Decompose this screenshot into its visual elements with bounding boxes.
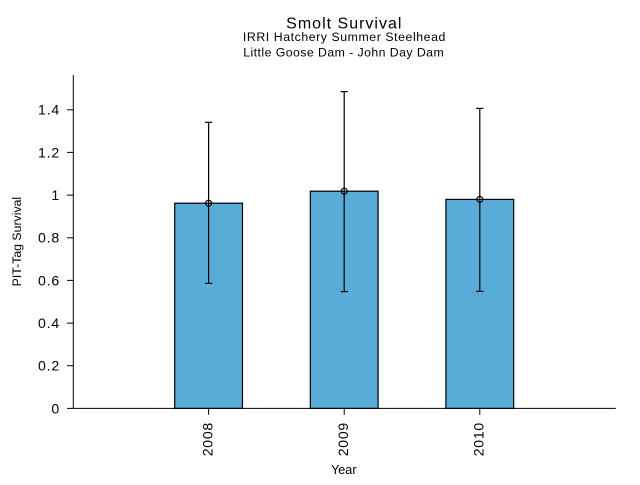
svg-text:PIT-Tag Survival: PIT-Tag Survival [10, 197, 24, 287]
svg-text:0.6: 0.6 [38, 272, 60, 288]
svg-text:1.2: 1.2 [38, 144, 60, 160]
svg-text:0.4: 0.4 [38, 315, 60, 331]
svg-text:0: 0 [51, 400, 60, 416]
svg-text:0.2: 0.2 [38, 358, 60, 374]
svg-text:Little Goose Dam - John Day Da: Little Goose Dam - John Day Dam [243, 45, 444, 59]
svg-text:2010: 2010 [471, 422, 487, 456]
svg-text:2009: 2009 [335, 422, 351, 456]
svg-text:Year: Year [331, 463, 356, 477]
svg-text:1: 1 [51, 187, 60, 203]
svg-text:2008: 2008 [200, 422, 216, 456]
svg-text:Smolt Survival: Smolt Survival [286, 15, 402, 32]
svg-text:IRRI Hatchery Summer Steelhead: IRRI Hatchery Summer Steelhead [243, 30, 446, 44]
svg-text:1.4: 1.4 [38, 102, 60, 118]
svg-text:0.8: 0.8 [38, 230, 60, 246]
